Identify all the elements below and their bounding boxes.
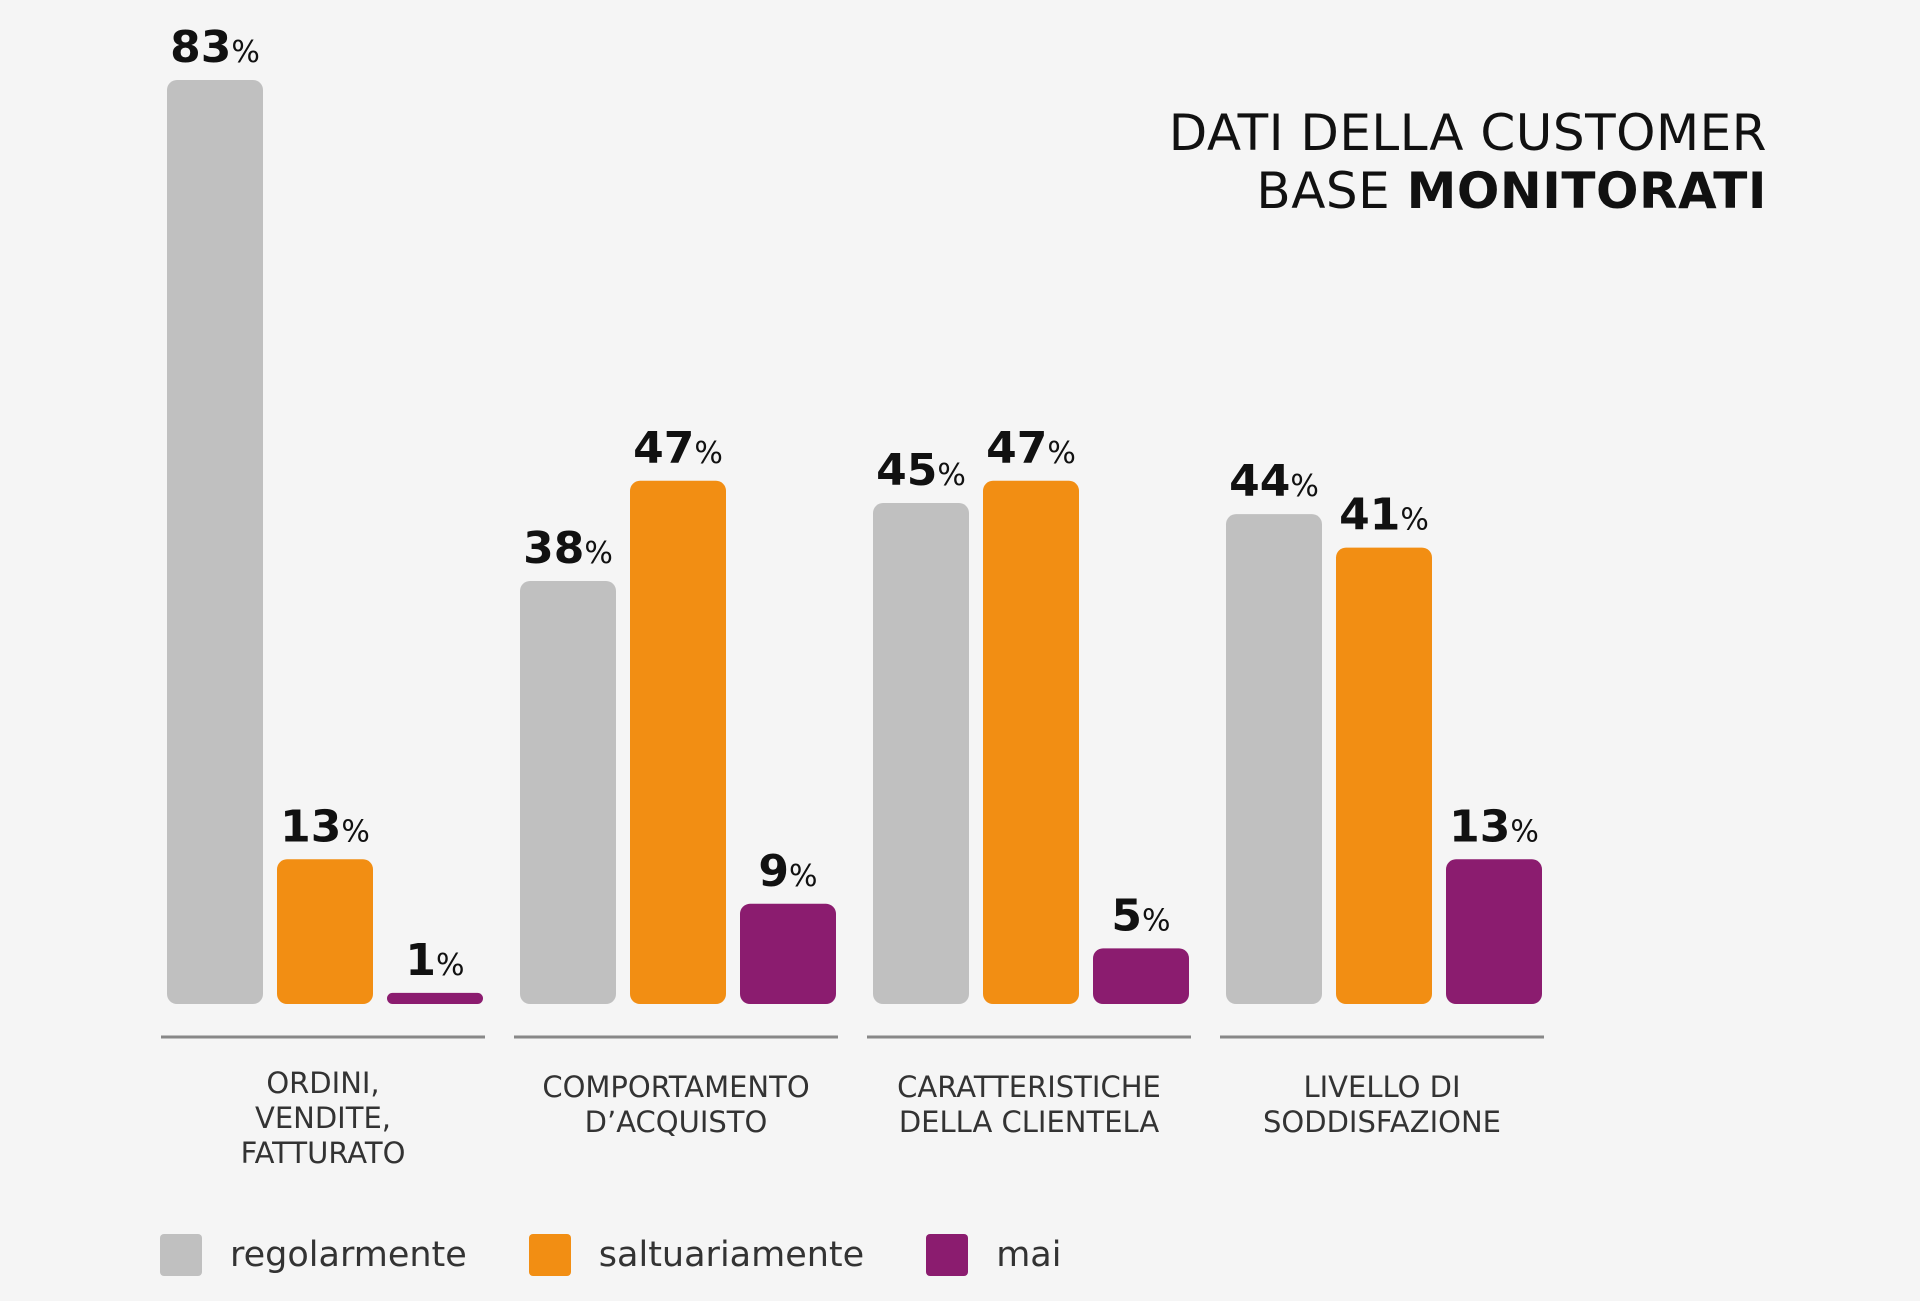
category-label: ORDINI, <box>266 1066 379 1100</box>
bar-saltuariamente <box>1336 547 1432 1004</box>
category-label: FATTURATO <box>241 1136 406 1170</box>
bar-regolarmente <box>873 503 969 1004</box>
category-label: VENDITE, <box>255 1101 391 1135</box>
data-label-suffix: % <box>937 458 966 493</box>
data-label-value: 13 <box>280 801 341 852</box>
chart-title: DATI DELLA CUSTOMER BASE MONITORATI <box>1169 104 1767 220</box>
category-label: D’ACQUISTO <box>585 1105 768 1139</box>
data-label-value: 44 <box>1229 456 1290 507</box>
legend-item-regolarmente: regolarmente <box>160 1234 467 1276</box>
chart-title-line-2: BASE MONITORATI <box>1169 162 1767 220</box>
data-label-value: 9 <box>758 846 789 897</box>
legend-item-mai: mai <box>926 1234 1061 1276</box>
data-label-value: 38 <box>523 523 584 574</box>
bar-saltuariamente <box>983 480 1079 1004</box>
data-label-value: 83 <box>170 22 231 73</box>
bar-regolarmente <box>520 580 616 1004</box>
bar-saltuariamente <box>277 859 373 1004</box>
chart-title-line-1: DATI DELLA CUSTOMER <box>1168 104 1767 162</box>
bar-mai <box>387 992 483 1004</box>
data-label-value: 47 <box>986 423 1047 474</box>
category-label: DELLA CLIENTELA <box>899 1105 1160 1139</box>
bar-mai <box>1093 948 1189 1004</box>
legend-label-saltuariamente: saltuariamente <box>598 1235 865 1275</box>
category-label: COMPORTAMENTO <box>542 1070 809 1104</box>
data-label: 13% <box>280 801 370 852</box>
data-label: 47% <box>633 423 723 474</box>
data-label-suffix: % <box>694 436 723 471</box>
data-label-value: 41 <box>1339 490 1400 541</box>
data-label-value: 5 <box>1111 890 1142 941</box>
data-label: 45% <box>876 445 966 496</box>
chart-title-bold: MONITORATI <box>1406 162 1767 220</box>
data-label-suffix: % <box>1047 436 1076 471</box>
bar-mai <box>1446 859 1542 1004</box>
legend-swatch-saltuariamente <box>528 1234 571 1276</box>
bar-regolarmente <box>1226 514 1322 1004</box>
legend: regolarmente saltuariamente mai <box>160 1225 1123 1285</box>
data-label-suffix: % <box>341 814 370 849</box>
chart-title-regular: BASE <box>1256 162 1407 220</box>
data-label-suffix: % <box>1400 503 1429 538</box>
category-label: SODDISFAZIONE <box>1263 1105 1501 1139</box>
legend-swatch-regolarmente <box>160 1234 202 1276</box>
legend-swatch-mai <box>926 1234 969 1276</box>
data-label-value: 1 <box>405 935 436 986</box>
data-label: 41% <box>1339 490 1429 541</box>
data-label-suffix: % <box>231 35 260 70</box>
data-label: 38% <box>523 523 613 574</box>
data-label: 44% <box>1229 456 1319 507</box>
category-label: LIVELLO DI <box>1303 1070 1460 1104</box>
data-label: 9% <box>758 846 817 897</box>
data-label-suffix: % <box>1142 903 1171 938</box>
data-label-value: 13 <box>1449 801 1510 852</box>
data-label-value: 47 <box>633 423 694 474</box>
data-label-suffix: % <box>1290 469 1319 504</box>
legend-label-regolarmente: regolarmente <box>230 1235 467 1275</box>
data-label-suffix: % <box>584 536 613 571</box>
data-label: 47% <box>986 423 1076 474</box>
legend-label-mai: mai <box>996 1235 1062 1275</box>
category-label: CARATTERISTICHE <box>897 1070 1161 1104</box>
data-label-value: 45 <box>876 445 937 496</box>
data-label-suffix: % <box>789 859 818 894</box>
data-label: 1% <box>405 935 464 986</box>
bar-mai <box>740 903 836 1004</box>
data-label: 13% <box>1449 801 1539 852</box>
bar-saltuariamente <box>630 480 726 1004</box>
bar-regolarmente <box>167 80 263 1004</box>
data-label: 83% <box>170 22 260 73</box>
data-label: 5% <box>1111 890 1170 941</box>
legend-item-saltuariamente: saltuariamente <box>528 1234 865 1276</box>
data-label-suffix: % <box>436 948 465 983</box>
data-label-suffix: % <box>1510 814 1539 849</box>
